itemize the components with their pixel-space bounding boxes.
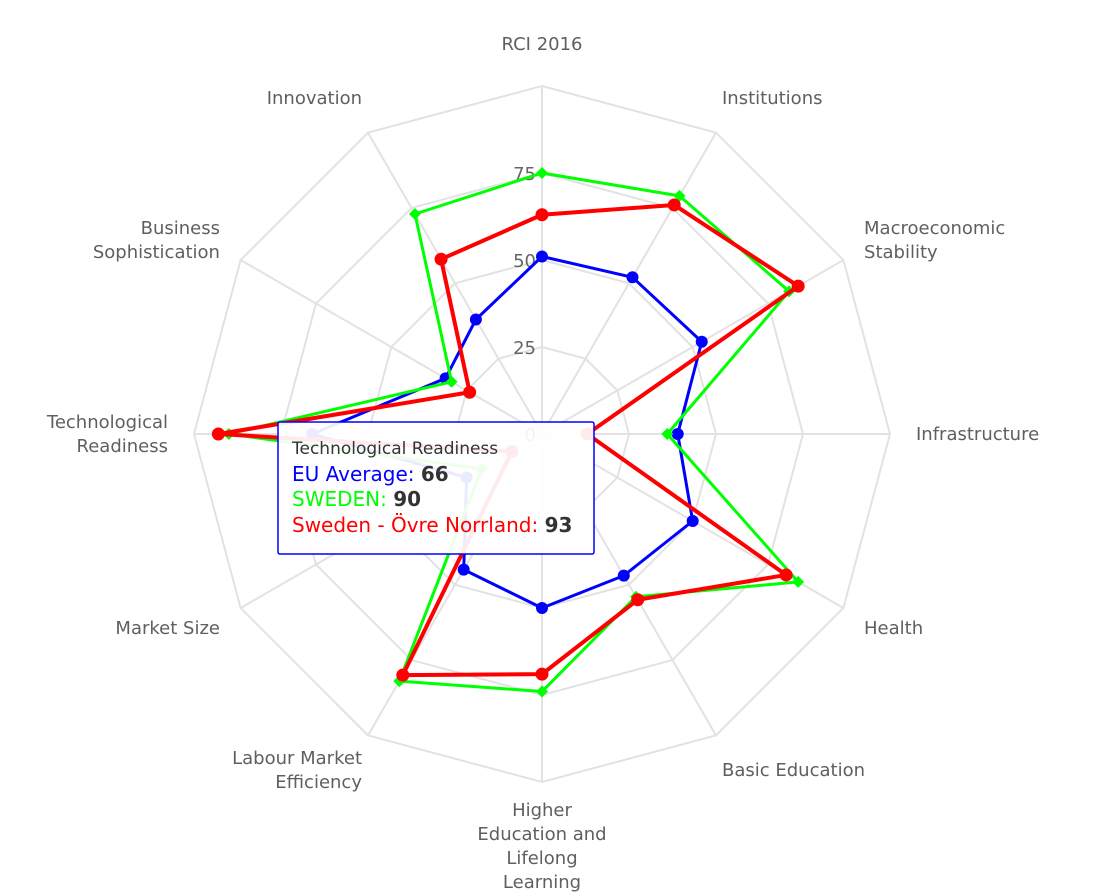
axis-label-innovation: Innovation: [267, 88, 362, 109]
axis-label-higher-education-and-lifelong-learning: Higher Education and Lifelong Learning: [477, 800, 606, 893]
axis-label-institutions: Institutions: [722, 88, 822, 109]
point-sweden-rci-2016[interactable]: [536, 167, 548, 179]
point-sweden-vre-norrland-technological-readiness[interactable]: [211, 427, 225, 441]
grid-spoke-innovation: [367, 132, 543, 435]
point-sweden-infrastructure[interactable]: [661, 428, 674, 440]
point-sweden-higher-education-and-lifelong-learning[interactable]: [536, 685, 548, 698]
point-eu-average-labour-market-efficiency[interactable]: [457, 563, 470, 576]
point-eu-average-macroeconomic-stability[interactable]: [695, 335, 708, 348]
point-eu-average-infrastructure[interactable]: [671, 428, 684, 440]
point-sweden-vre-norrland-labour-market-efficiency[interactable]: [396, 668, 410, 682]
axis-label-technological-readiness: Technological Readiness: [46, 412, 168, 457]
axis-label-labour-market-efficiency: Labour Market Efficiency: [232, 748, 362, 793]
radial-tick-50: 50: [513, 251, 536, 272]
radial-tick-25: 25: [513, 338, 536, 359]
point-eu-average-basic-education[interactable]: [617, 569, 630, 582]
tooltip-value-sweden: 90: [393, 487, 421, 511]
tooltip-row-sweden: SWEDEN: 90: [292, 487, 421, 511]
tooltip-label-sweden: SWEDEN:: [292, 487, 393, 511]
point-sweden-vre-norrland-innovation[interactable]: [434, 252, 448, 266]
tooltip-label-eu-average: EU Average:: [292, 462, 421, 486]
tooltip-box: [277, 421, 595, 555]
point-eu-average-innovation[interactable]: [469, 313, 482, 326]
point-sweden-vre-norrland-macroeconomic-stability[interactable]: [791, 279, 805, 293]
axis-label-market-size: Market Size: [115, 618, 220, 639]
point-sweden-innovation[interactable]: [408, 207, 421, 220]
point-sweden-vre-norrland-higher-education-and-lifelong-learning[interactable]: [535, 667, 549, 681]
tooltip-row-eu-average: EU Average: 66: [292, 462, 449, 486]
tooltip-title: Technological Readiness: [291, 439, 498, 459]
axis-label-basic-education: Basic Education: [722, 760, 865, 781]
tooltip-row-ovre-norrland: Sweden - Övre Norrland: 93: [292, 513, 572, 537]
tooltip-value-ovre-norrland: 93: [545, 513, 573, 537]
point-sweden-vre-norrland-rci-2016[interactable]: [535, 208, 549, 222]
point-eu-average-higher-education-and-lifelong-learning[interactable]: [536, 602, 548, 614]
axis-label-macroeconomic-stability: Macroeconomic Stability: [864, 218, 1005, 263]
point-eu-average-health[interactable]: [686, 515, 699, 527]
grid-spoke-institutions: [541, 132, 717, 435]
tooltip: Technological Readiness EU Average: 66 S…: [277, 421, 595, 555]
axis-label-rci-2016: RCI 2016: [501, 34, 582, 55]
axis-labels: RCI 2016 Institutions Macroeconomic Stabili…: [46, 34, 1039, 893]
point-sweden-vre-norrland-basic-education[interactable]: [631, 593, 645, 607]
point-sweden-vre-norrland-business-sophistication[interactable]: [463, 385, 477, 399]
point-sweden-vre-norrland-institutions[interactable]: [667, 198, 681, 212]
point-eu-average-rci-2016[interactable]: [536, 250, 548, 263]
point-sweden-vre-norrland-health[interactable]: [779, 568, 793, 582]
axis-label-business-sophistication: Business Sophistication: [93, 218, 220, 263]
axis-label-health: Health: [864, 618, 923, 639]
grid-spoke-business-sophistication: [240, 259, 543, 435]
point-sweden-health[interactable]: [792, 575, 805, 588]
point-sweden-business-sophistication[interactable]: [445, 375, 458, 388]
axis-label-infrastructure: Infrastructure: [916, 424, 1039, 445]
point-eu-average-institutions[interactable]: [626, 271, 639, 284]
tooltip-label-ovre-norrland: Sweden - Övre Norrland:: [292, 513, 545, 537]
tooltip-value-eu-average: 66: [421, 462, 449, 486]
